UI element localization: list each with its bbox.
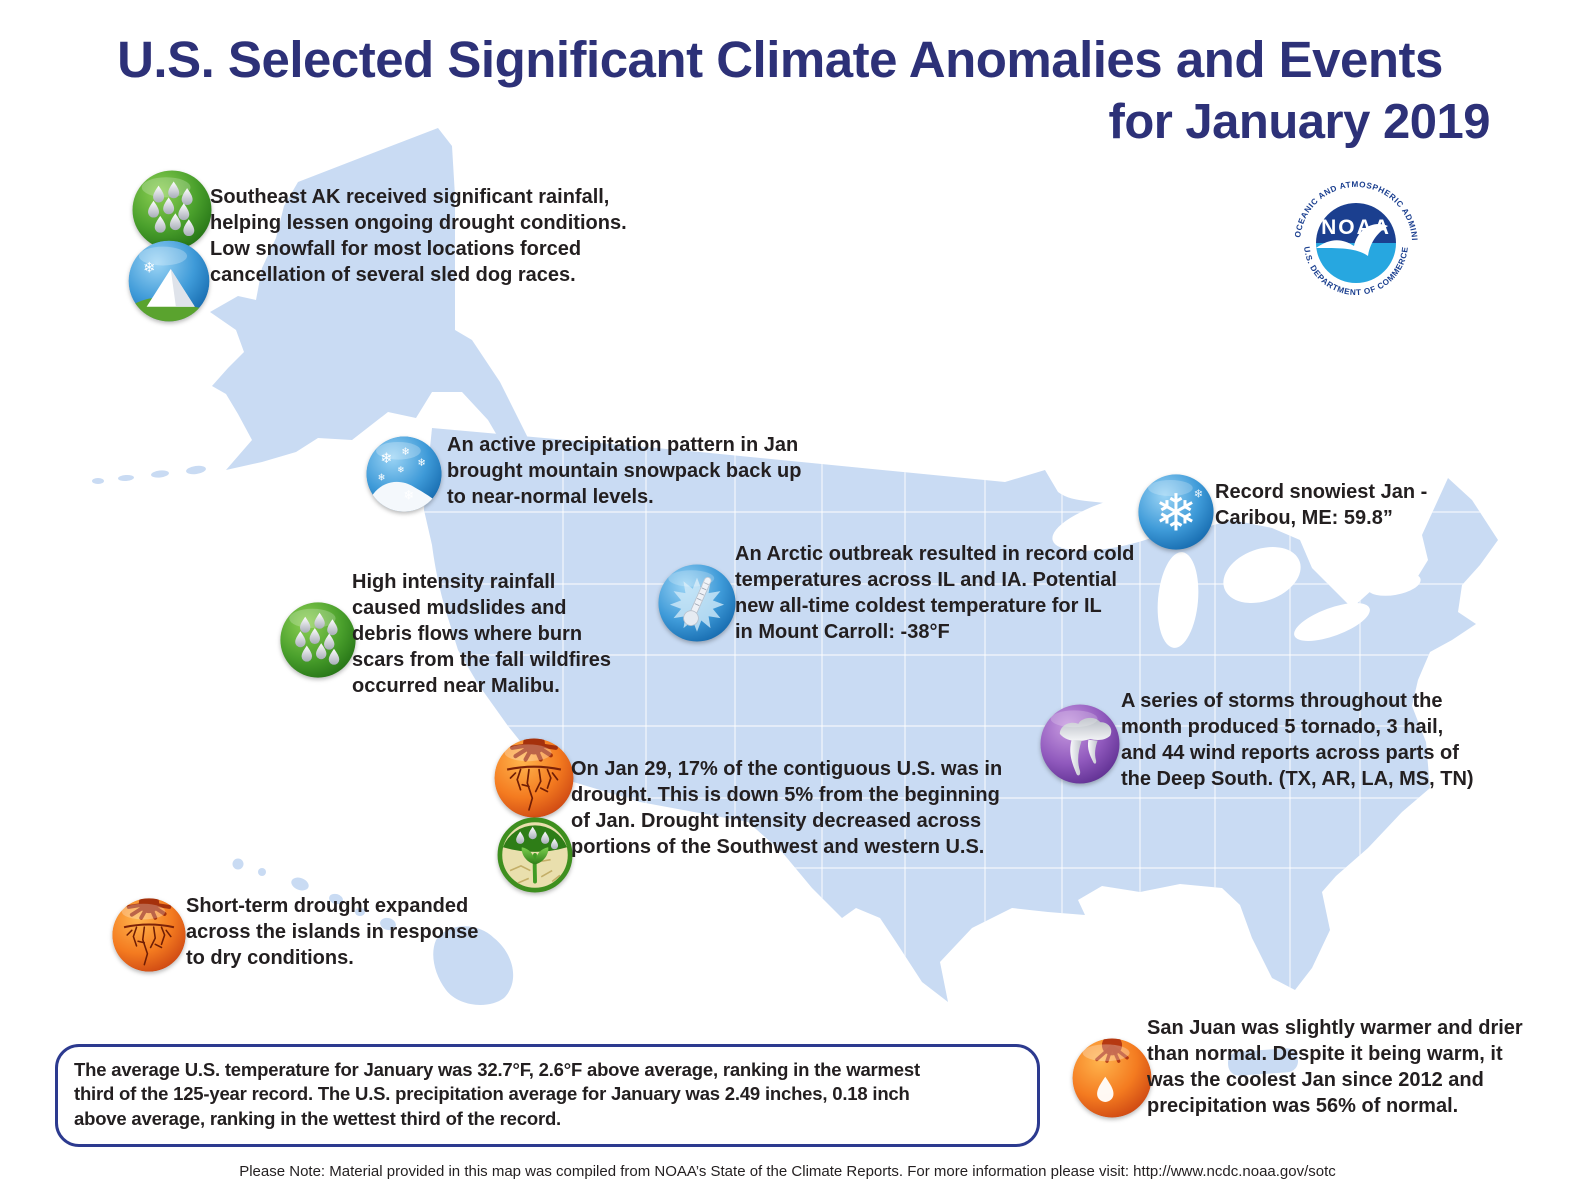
seagull-icon (1316, 224, 1388, 256)
page-subtitle: for January 2019 (1108, 95, 1491, 149)
drought-icon (110, 896, 188, 974)
noaa-emblem (1316, 203, 1396, 283)
callout-text-mountain-snowpack: An active precipitation pattern in Jan b… (447, 434, 802, 508)
callout-text-record-snow-caribou: Record snowiest Jan - Caribou, ME: 59.8” (1215, 481, 1428, 529)
map-aleutian-islands (92, 465, 206, 484)
page-title: U.S. Selected Significant Climate Anomal… (117, 31, 1443, 88)
noaa-logo: NOAA NATIONAL OCEANIC AND ATMOSPHERIC AD… (1276, 162, 1418, 297)
footnote: Please Note: Material provided in this m… (239, 1163, 1336, 1180)
callout-text-san-juan: San Juan was slightly warmer and drier t… (1147, 1017, 1523, 1117)
callout-text-arctic-outbreak: An Arctic outbreak resulted in record co… (735, 543, 1135, 643)
low-snowfall-mountain-icon (126, 238, 212, 324)
drought-improvement-icon (496, 816, 574, 894)
map-alaska (210, 128, 543, 478)
summary-text: The average U.S. temperature for January… (74, 1059, 920, 1129)
snowflake-icon (1138, 474, 1214, 550)
tornado-icon (1040, 704, 1120, 784)
summary-box: The average U.S. temperature for January… (55, 1044, 1040, 1148)
heavy-rain-icon (278, 600, 358, 680)
drought-icon (492, 736, 576, 820)
callout-text-conus-drought: On Jan 29, 17% of the contiguous U.S. wa… (571, 758, 1003, 858)
callout-text-deep-south-storms: A series of storms throughout the month … (1121, 690, 1474, 790)
noaa-acronym: NOAA (1321, 216, 1391, 239)
cold-thermometer-icon (658, 564, 736, 642)
map-hawaii (232, 858, 514, 1005)
map-puerto-rico (1227, 1048, 1299, 1076)
callout-text-southeast-alaska: Southeast AK received significant rainfa… (210, 186, 627, 286)
hot-dry-icon (1070, 1036, 1154, 1120)
snowpack-icon (364, 434, 444, 514)
callout-text-hawaii-drought: Short-term drought expanded across the i… (186, 895, 479, 969)
callout-text-malibu-rainfall: High intensity rainfall caused mudslides… (352, 571, 611, 697)
